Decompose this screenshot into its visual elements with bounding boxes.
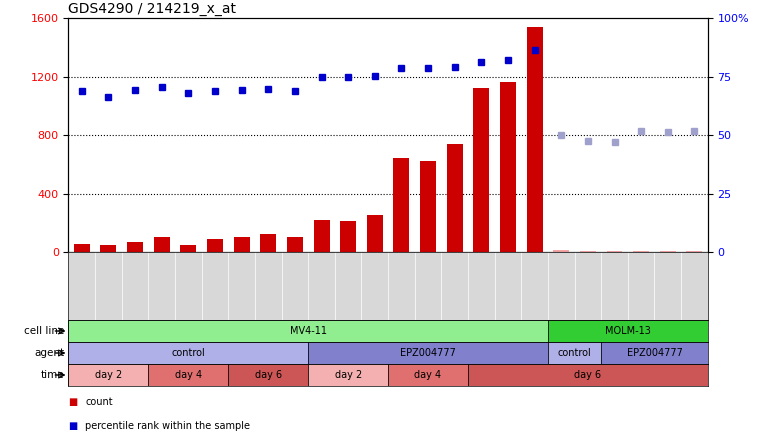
- Bar: [228, 364, 308, 386]
- Text: count: count: [85, 396, 113, 407]
- Bar: [340, 221, 356, 252]
- Text: percentile rank within the sample: percentile rank within the sample: [85, 421, 250, 431]
- Text: agent: agent: [34, 348, 65, 358]
- Text: MV4-11: MV4-11: [290, 326, 326, 336]
- Text: day 2: day 2: [95, 370, 122, 380]
- Bar: [234, 238, 250, 252]
- Text: control: control: [558, 348, 591, 358]
- Bar: [154, 238, 170, 252]
- Text: cell line: cell line: [24, 326, 65, 336]
- Text: GDS4290 / 214219_x_at: GDS4290 / 214219_x_at: [68, 2, 237, 16]
- Text: day 4: day 4: [415, 370, 441, 380]
- Bar: [500, 82, 516, 252]
- Text: EPZ004777: EPZ004777: [626, 348, 683, 358]
- Bar: [74, 244, 90, 252]
- Bar: [553, 250, 569, 252]
- Bar: [468, 364, 708, 386]
- Bar: [308, 364, 388, 386]
- Text: EPZ004777: EPZ004777: [400, 348, 456, 358]
- Bar: [580, 250, 596, 252]
- Bar: [314, 220, 330, 252]
- Bar: [180, 245, 196, 252]
- Bar: [447, 144, 463, 252]
- Bar: [68, 320, 548, 342]
- Text: day 6: day 6: [255, 370, 282, 380]
- Text: day 4: day 4: [175, 370, 202, 380]
- Bar: [260, 234, 276, 252]
- Bar: [660, 250, 676, 252]
- Bar: [100, 246, 116, 252]
- Bar: [287, 238, 303, 252]
- Text: MOLM-13: MOLM-13: [605, 326, 651, 336]
- Text: ■: ■: [68, 421, 78, 431]
- Bar: [548, 320, 708, 342]
- Bar: [148, 364, 228, 386]
- Bar: [527, 27, 543, 252]
- Bar: [420, 161, 436, 252]
- Bar: [633, 250, 649, 252]
- Bar: [68, 342, 308, 364]
- Text: ■: ■: [68, 396, 78, 407]
- Bar: [207, 239, 223, 252]
- Bar: [68, 364, 148, 386]
- Bar: [127, 242, 143, 252]
- Bar: [686, 250, 702, 252]
- Bar: [548, 342, 601, 364]
- Bar: [601, 342, 708, 364]
- Text: control: control: [171, 348, 205, 358]
- Bar: [393, 159, 409, 252]
- Text: day 2: day 2: [335, 370, 361, 380]
- Bar: [367, 215, 383, 252]
- Bar: [388, 364, 468, 386]
- Bar: [607, 250, 622, 252]
- Text: time: time: [41, 370, 65, 380]
- Bar: [473, 88, 489, 252]
- Text: day 6: day 6: [575, 370, 601, 380]
- Bar: [308, 342, 548, 364]
